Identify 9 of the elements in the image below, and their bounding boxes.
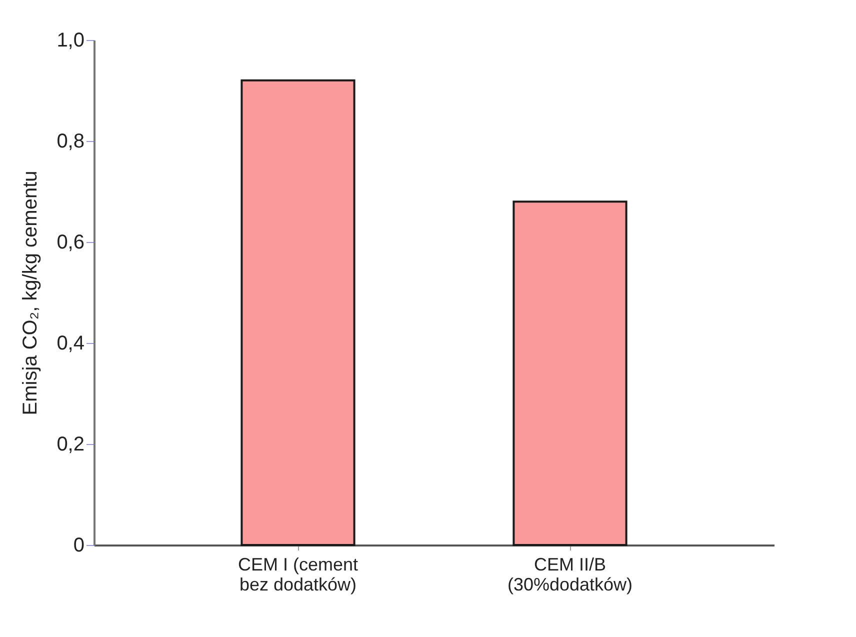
y-tick-label: 1,0 [56, 30, 84, 52]
y-tick-label: 0,2 [56, 434, 84, 456]
y-tick-label: 0,8 [56, 130, 84, 152]
y-tick-label: 0 [73, 534, 84, 556]
y-axis-title: Emisja CO₂, kg/kg cementu [20, 170, 42, 416]
y-tick-label: 0,6 [56, 232, 84, 254]
x-tick-label: CEM I (cement bez dodatków) [238, 554, 358, 594]
y-tick-label: 0,4 [56, 332, 84, 354]
x-tick-label: CEM II/B (30%dodatków) [507, 554, 633, 594]
